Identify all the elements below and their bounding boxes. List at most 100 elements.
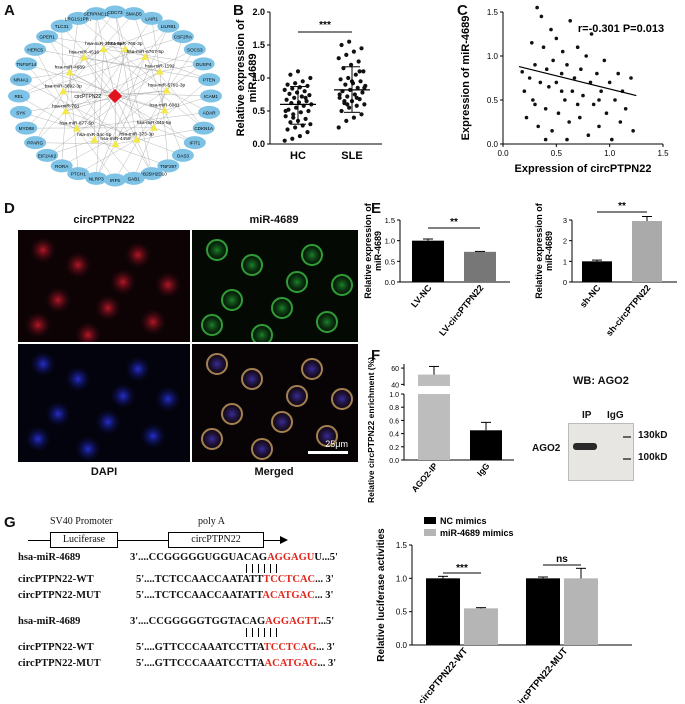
marker-100-label: 100kD bbox=[638, 452, 668, 463]
data-point bbox=[345, 102, 350, 107]
data-point bbox=[300, 79, 305, 84]
x-tick-label: LV-NC bbox=[409, 282, 434, 309]
data-point bbox=[342, 99, 347, 104]
cell-ring bbox=[241, 254, 263, 276]
y-tick-label: 0.0 bbox=[396, 641, 408, 650]
cell-ring bbox=[301, 358, 323, 380]
y-tick-label: 2 bbox=[563, 237, 567, 246]
network-edge bbox=[114, 95, 137, 140]
sig-label: ns bbox=[556, 554, 568, 565]
network-edge bbox=[63, 91, 134, 179]
y-axis-label: Relative expression of bbox=[363, 202, 373, 299]
gene-node bbox=[198, 105, 221, 119]
y-tick-label: 1.0 bbox=[396, 574, 408, 583]
seq-suffix: ... 3' bbox=[316, 642, 335, 653]
y-tick-label: 1.0 bbox=[389, 392, 399, 399]
gene-node bbox=[104, 5, 126, 19]
seq-seed: TCCTCAG bbox=[263, 642, 317, 653]
network-edge bbox=[103, 49, 204, 129]
data-point bbox=[575, 102, 580, 107]
mirna-node bbox=[99, 45, 108, 53]
network-edge bbox=[94, 139, 169, 167]
gene-node bbox=[122, 7, 145, 21]
pairing-tick bbox=[264, 628, 265, 637]
seq-prefix: 5'....TCTCCAACCAATATT bbox=[136, 574, 264, 585]
network-edge bbox=[96, 13, 146, 58]
y-tick-label: 1.5 bbox=[487, 8, 499, 17]
construct-line bbox=[28, 540, 283, 541]
mirna-node-label: hsa-miR-4459 bbox=[100, 136, 130, 142]
cell-ring bbox=[271, 297, 293, 319]
data-point bbox=[581, 93, 585, 98]
gene-node bbox=[171, 148, 194, 162]
data-point bbox=[591, 102, 596, 107]
x-tick-label: AGO2-IP bbox=[409, 461, 439, 494]
data-point bbox=[282, 87, 287, 92]
cell-ring bbox=[301, 244, 323, 266]
x-tick-label: SLE bbox=[341, 150, 362, 162]
gene-node-label: HERC5 bbox=[27, 47, 43, 52]
y-axis-label-2: miR-4689 bbox=[373, 231, 383, 271]
panel-letter-d: D bbox=[4, 200, 15, 217]
data-point bbox=[285, 127, 290, 132]
seq-name: hsa-miR-4689 bbox=[18, 616, 81, 627]
data-point bbox=[294, 105, 299, 110]
mirna-node-label: hsa-miR-4516 bbox=[69, 49, 99, 55]
data-point bbox=[297, 133, 302, 139]
gene-node bbox=[104, 173, 126, 187]
gene-node bbox=[183, 136, 206, 150]
panel-letter-c: C bbox=[457, 2, 468, 19]
gene-node-label: DUSP4 bbox=[196, 62, 212, 67]
network-edge bbox=[63, 13, 134, 92]
label-mir4689: miR-4689 bbox=[249, 214, 299, 226]
cell bbox=[110, 269, 136, 295]
data-point bbox=[567, 120, 571, 124]
cell bbox=[110, 383, 136, 409]
data-point bbox=[597, 124, 601, 129]
seq-seed: TCCTCAC bbox=[263, 574, 316, 585]
x-tick-label: 1.0 bbox=[604, 149, 616, 158]
y-tick-label: 0.5 bbox=[385, 257, 395, 266]
data-point bbox=[362, 85, 367, 90]
data-point bbox=[339, 108, 344, 114]
bar bbox=[564, 578, 598, 645]
pairing-tick bbox=[246, 628, 247, 637]
pairing-tick bbox=[252, 628, 253, 637]
scalebar-label: 25μm bbox=[325, 439, 348, 449]
network-edge bbox=[18, 48, 104, 97]
network-edge bbox=[65, 95, 116, 112]
gene-node-label: ICAM1 bbox=[204, 94, 218, 99]
gene-node bbox=[140, 167, 163, 181]
seq-name: circPTPN22-WT bbox=[18, 642, 94, 653]
seq-seed: AGGAGU bbox=[267, 552, 315, 563]
mirna-node-label: hsa-miR-1192 bbox=[145, 64, 175, 70]
cell bbox=[140, 309, 166, 335]
data-point bbox=[294, 90, 300, 95]
cell bbox=[30, 237, 56, 263]
data-point bbox=[599, 89, 603, 93]
cell bbox=[65, 252, 91, 278]
y-tick-label: 0 bbox=[563, 278, 567, 287]
data-point bbox=[356, 59, 361, 64]
network-edge bbox=[20, 79, 137, 140]
gene-node bbox=[36, 148, 59, 162]
data-point bbox=[597, 98, 601, 102]
network-edge bbox=[94, 63, 204, 141]
x-tick-label: circPTPN22-WT bbox=[416, 646, 470, 703]
data-point bbox=[292, 95, 297, 100]
data-point bbox=[578, 115, 582, 120]
gene-node bbox=[198, 73, 221, 87]
data-point bbox=[536, 124, 540, 129]
data-point bbox=[531, 98, 535, 102]
network-edge bbox=[26, 63, 66, 112]
network-edge bbox=[145, 56, 204, 129]
x-tick-label: IgG bbox=[475, 461, 492, 479]
data-point bbox=[560, 49, 565, 54]
mirna-node-label: hsa-miR-373-3p bbox=[119, 132, 154, 138]
data-point bbox=[607, 80, 612, 85]
chart-c: 0.0 0.5 1.0 1.5 0.0 0.5 1.0 1.5 r=-0.301 P=0.013… bbox=[460, 5, 669, 175]
gene-node bbox=[200, 89, 222, 103]
center-node-label: circPTPN22 bbox=[74, 94, 101, 100]
mirna-node bbox=[65, 68, 74, 76]
data-point bbox=[338, 77, 343, 82]
